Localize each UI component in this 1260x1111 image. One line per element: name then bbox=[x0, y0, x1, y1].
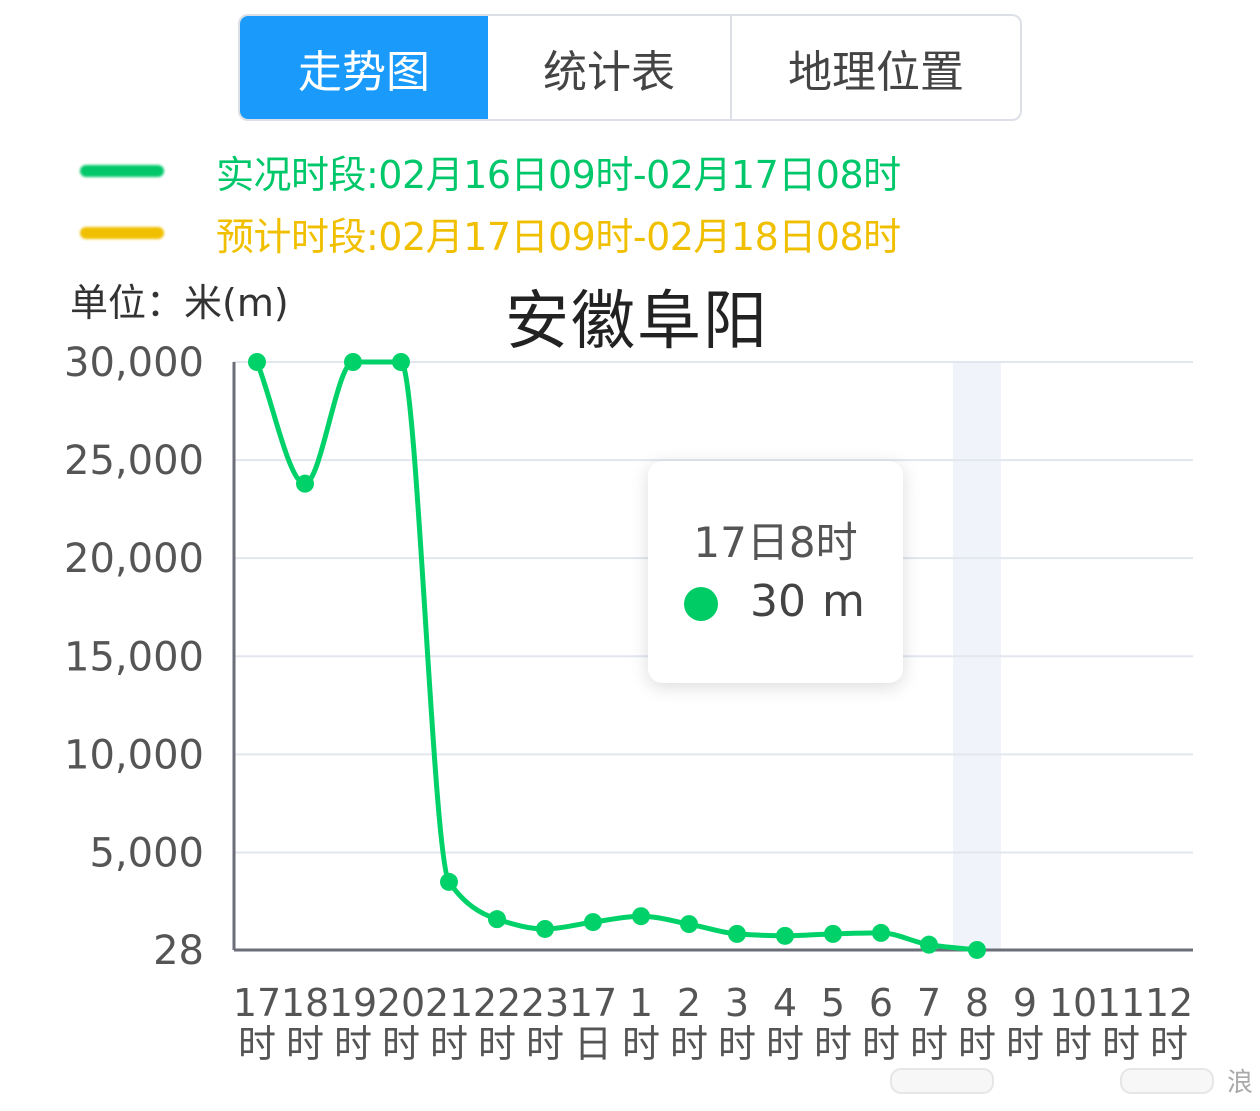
tooltip-series-dot-icon bbox=[684, 587, 718, 621]
y-tick-label: 20,000 bbox=[64, 536, 204, 582]
x-tick-label: 22 时 bbox=[473, 981, 521, 1066]
data-point bbox=[536, 919, 554, 938]
x-tick-label: 17 时 bbox=[233, 981, 281, 1066]
data-point bbox=[632, 907, 650, 926]
tab-geo-location[interactable]: 地理位置 bbox=[788, 46, 964, 98]
data-point bbox=[920, 935, 938, 954]
x-tick-label: 11 时 bbox=[1097, 981, 1145, 1066]
chart-title: 安徽阜阳 bbox=[505, 285, 769, 359]
watermark-text: 浪 bbox=[1227, 1068, 1254, 1098]
x-tick-label: 10 时 bbox=[1049, 981, 1097, 1066]
unit-label: 单位：米(m) bbox=[70, 281, 289, 325]
y-tick-label: 28 bbox=[153, 928, 204, 974]
y-tick-label: 30,000 bbox=[64, 340, 204, 386]
data-point bbox=[872, 923, 890, 942]
data-point bbox=[392, 353, 410, 371]
data-point bbox=[824, 924, 842, 943]
data-point bbox=[728, 924, 746, 943]
data-point bbox=[440, 872, 458, 891]
tab-statistics-table[interactable]: 统计表 bbox=[488, 16, 732, 119]
x-tick-label: 19 时 bbox=[329, 981, 377, 1066]
y-tick-label: 25,000 bbox=[64, 438, 204, 484]
legend-item-forecast[interactable]: 预计时段:02月17日09时-02月18日08时 bbox=[80, 208, 901, 259]
x-tick-label: 20 时 bbox=[377, 981, 425, 1066]
y-tick-label: 10,000 bbox=[64, 732, 204, 778]
tab-trend-chart[interactable]: 走势图 bbox=[240, 16, 488, 119]
data-point bbox=[968, 940, 986, 959]
data-point bbox=[344, 353, 362, 371]
legend-item-observed[interactable]: 实况时段:02月16日09时-02月17日08时 bbox=[80, 146, 901, 197]
watermark-shape bbox=[890, 1068, 994, 1094]
y-tick-label: 5,000 bbox=[89, 830, 204, 876]
y-tick-label: 15,000 bbox=[64, 634, 204, 680]
data-point bbox=[776, 926, 794, 945]
tooltip-value: 30 bbox=[750, 576, 806, 627]
x-tick-label: 12 时 bbox=[1145, 981, 1193, 1066]
data-point bbox=[296, 474, 314, 493]
legend-label-forecast: 预计时段:02月17日09时-02月18日08时 bbox=[216, 214, 901, 259]
legend-swatch-observed bbox=[80, 165, 164, 177]
x-tick-label: 23 时 bbox=[521, 981, 569, 1066]
tab-bar: 走势图 统计表 地理位置 bbox=[238, 14, 1022, 121]
tooltip-value-row: 30 m bbox=[750, 576, 881, 627]
data-point bbox=[680, 915, 698, 934]
watermark-shape bbox=[1120, 1068, 1214, 1094]
data-point bbox=[488, 910, 506, 929]
x-tick-label: 21 时 bbox=[425, 981, 473, 1066]
tooltip-unit: m bbox=[822, 576, 865, 627]
data-point bbox=[584, 913, 602, 932]
x-tick-label: 17 日 bbox=[569, 981, 617, 1066]
x-tick-label: 18 时 bbox=[281, 981, 329, 1066]
legend-label-observed: 实况时段:02月16日09时-02月17日08时 bbox=[216, 152, 901, 197]
data-point bbox=[248, 353, 266, 371]
legend-swatch-forecast bbox=[80, 227, 164, 239]
chart-tooltip: 17日8时 30 m bbox=[648, 461, 903, 683]
tooltip-title: 17日8时 bbox=[693, 518, 858, 567]
